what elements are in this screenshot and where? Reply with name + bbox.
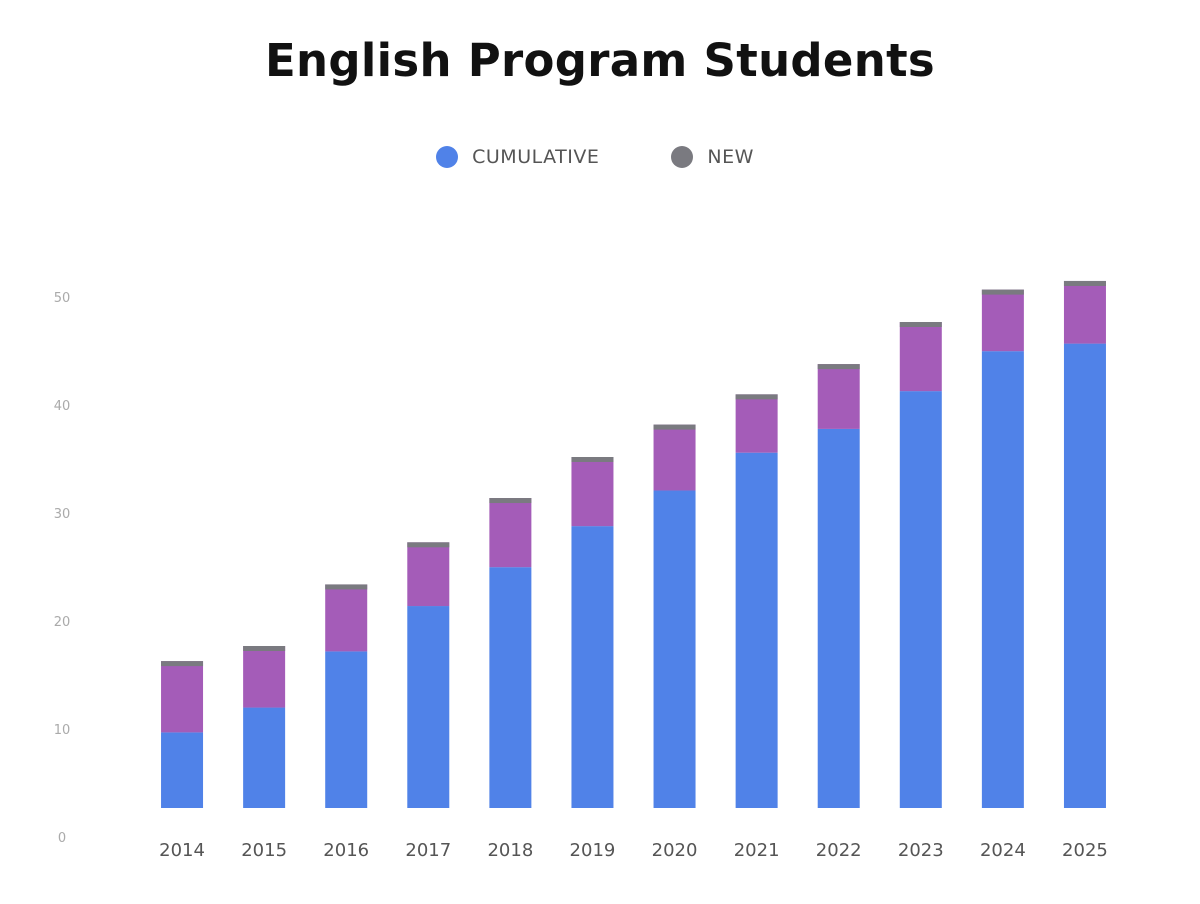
x-tick-label-2025: 2025	[1062, 840, 1108, 861]
bar-cumulative-2020[interactable]	[653, 490, 696, 808]
bar-new-2022[interactable]	[817, 364, 860, 429]
x-tick-label-2016: 2016	[323, 840, 369, 861]
x-tick-label-2019: 2019	[570, 840, 616, 861]
x-tick-label-2018: 2018	[487, 840, 533, 861]
x-tick-label-2022: 2022	[816, 840, 862, 861]
bar-new-2017[interactable]	[407, 542, 450, 607]
legend-item-cumulative[interactable]: CUMULATIVE	[436, 146, 599, 168]
bar-new-2016[interactable]	[325, 584, 368, 652]
y-tick-label: 50	[54, 291, 71, 306]
bar-new-cap-2014	[161, 661, 204, 667]
chart-title: English Program Students	[265, 34, 935, 87]
bar-cumulative-2024[interactable]	[981, 351, 1024, 808]
bar-new-2024[interactable]	[981, 289, 1024, 352]
bar-new-2025[interactable]	[1063, 280, 1106, 344]
bar-cumulative-2023[interactable]	[899, 391, 942, 808]
x-tick-label-2015: 2015	[241, 840, 287, 861]
bar-new-2020[interactable]	[653, 424, 696, 491]
bar-new-2023[interactable]	[899, 322, 942, 392]
legend-item-new[interactable]: NEW	[671, 146, 754, 168]
x-tick-label-2017: 2017	[405, 840, 451, 861]
legend-swatch-new-icon	[671, 146, 694, 168]
bar-cumulative-2014[interactable]	[161, 732, 204, 808]
y-tick-label: 30	[54, 507, 71, 522]
x-tick-label-2020: 2020	[652, 840, 698, 861]
y-tick-label: 20	[54, 615, 71, 630]
y-tick-label: 10	[54, 723, 71, 738]
bar-new-cap-2015	[243, 646, 286, 651]
bar-new-cap-2023	[899, 322, 942, 327]
legend-label-new: NEW	[707, 146, 754, 168]
bar-cumulative-2019[interactable]	[571, 526, 614, 808]
x-tick-label-2024: 2024	[980, 840, 1026, 861]
bar-new-cap-2024	[981, 289, 1024, 295]
bar-new-cap-2017	[407, 542, 450, 548]
y-tick-label: 40	[54, 399, 71, 414]
legend-label-cumulative: CUMULATIVE	[472, 146, 600, 168]
bar-new-2014[interactable]	[161, 661, 204, 733]
bar-new-cap-2019	[571, 457, 614, 462]
legend: CUMULATIVE NEW	[0, 146, 1200, 168]
bar-cumulative-2022[interactable]	[817, 428, 860, 808]
bar-new-cap-2022	[817, 364, 860, 370]
bar-new-cap-2020	[653, 424, 696, 430]
bar-new-2018[interactable]	[489, 498, 532, 568]
x-tick-label-2014: 2014	[159, 840, 205, 861]
y-tick-label: 0	[58, 831, 66, 846]
x-tick-label-2021: 2021	[734, 840, 780, 861]
bar-new-cap-2016	[325, 584, 368, 590]
bar-new-cap-2025	[1063, 280, 1106, 286]
bar-new-2021[interactable]	[735, 394, 778, 453]
bar-cumulative-2016[interactable]	[325, 651, 368, 808]
bar-new-cap-2018	[489, 498, 532, 504]
bar-cumulative-2018[interactable]	[489, 567, 532, 808]
bar-cumulative-2017[interactable]	[407, 606, 450, 808]
legend-swatch-cumulative-icon	[436, 146, 459, 168]
x-tick-label-2023: 2023	[898, 840, 944, 861]
bar-new-2019[interactable]	[571, 457, 614, 527]
bar-cumulative-2025[interactable]	[1063, 343, 1106, 808]
bar-cumulative-2015[interactable]	[243, 707, 286, 808]
bar-new-2015[interactable]	[243, 646, 286, 708]
bar-new-cap-2021	[735, 394, 778, 400]
bar-cumulative-2021[interactable]	[735, 452, 778, 808]
